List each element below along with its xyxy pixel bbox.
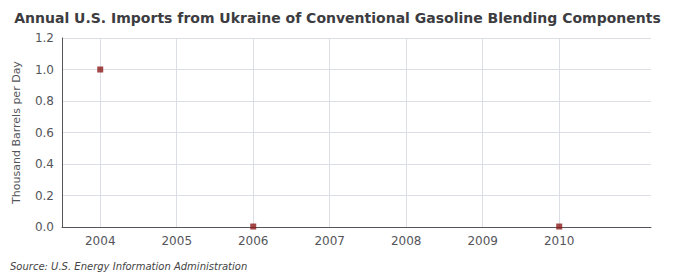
svg-text:2004: 2004 — [85, 234, 116, 248]
svg-text:2005: 2005 — [161, 234, 192, 248]
svg-text:0.4: 0.4 — [35, 157, 54, 171]
svg-text:Thousand Barrels per Day: Thousand Barrels per Day — [10, 61, 23, 205]
svg-text:0.8: 0.8 — [35, 94, 54, 108]
svg-text:0.0: 0.0 — [35, 220, 54, 234]
svg-text:2009: 2009 — [467, 234, 498, 248]
svg-text:Annual U.S. Imports from Ukrai: Annual U.S. Imports from Ukraine of Conv… — [14, 10, 661, 26]
svg-text:2010: 2010 — [544, 234, 575, 248]
svg-text:2008: 2008 — [391, 234, 422, 248]
svg-text:2006: 2006 — [238, 234, 269, 248]
svg-text:Source: U.S. Energy Informatio: Source: U.S. Energy Information Administ… — [10, 261, 247, 272]
svg-text:0.6: 0.6 — [35, 126, 54, 140]
svg-text:1.2: 1.2 — [35, 31, 54, 45]
svg-text:0.2: 0.2 — [35, 189, 54, 203]
svg-text:1.0: 1.0 — [35, 63, 54, 77]
svg-text:2007: 2007 — [314, 234, 345, 248]
